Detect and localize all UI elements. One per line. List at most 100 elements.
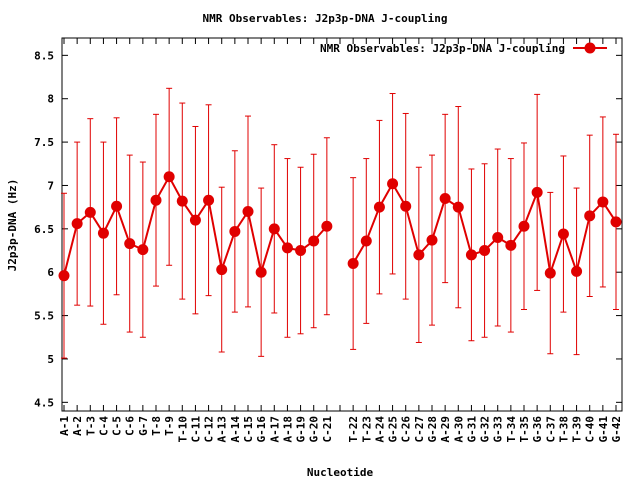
error-bars xyxy=(61,87,619,359)
x-tick-label: G-19 xyxy=(295,416,308,443)
x-tick-label: C-40 xyxy=(584,416,597,443)
x-tick-label: C-11 xyxy=(189,416,202,443)
data-point xyxy=(360,235,372,247)
data-point xyxy=(71,218,83,230)
data-point xyxy=(189,214,201,226)
y-tick-label: 5 xyxy=(47,353,54,366)
data-point xyxy=(518,220,530,232)
x-tick-label: T-3 xyxy=(84,416,97,436)
data-point xyxy=(321,220,333,232)
data-point xyxy=(557,228,569,240)
data-point xyxy=(242,205,254,217)
y-tick-label: 7.5 xyxy=(34,136,54,149)
y-tick-label: 6.5 xyxy=(34,223,54,236)
x-tick-label: G-41 xyxy=(597,416,610,443)
x-tick-label: C-5 xyxy=(111,416,124,436)
data-point xyxy=(544,267,556,279)
data-point xyxy=(268,223,280,235)
data-point xyxy=(597,196,609,208)
data-point xyxy=(452,201,464,213)
x-tick-label: A-17 xyxy=(268,416,281,443)
data-point xyxy=(229,225,241,237)
data-point xyxy=(347,258,359,270)
data-point xyxy=(84,206,96,218)
data-point xyxy=(492,232,504,244)
x-tick-label: G-7 xyxy=(137,416,150,436)
x-tick-label: C-27 xyxy=(413,416,426,443)
x-tick-label: A-29 xyxy=(439,416,452,443)
y-tick-label: 8 xyxy=(47,93,54,106)
data-point xyxy=(295,245,307,257)
data-point xyxy=(531,186,543,198)
x-tick-label: G-42 xyxy=(610,416,623,443)
legend-marker xyxy=(584,42,596,54)
x-tick-label: T-34 xyxy=(505,416,518,443)
x-tick-label: T-9 xyxy=(163,416,176,436)
data-point xyxy=(97,227,109,239)
x-tick-label: A-13 xyxy=(216,416,229,443)
x-tick-label: A-2 xyxy=(71,416,84,436)
data-point xyxy=(400,200,412,212)
x-tick-label: C-4 xyxy=(97,416,110,436)
x-tick-label: G-28 xyxy=(426,416,439,443)
data-point xyxy=(584,210,596,222)
y-axis: 4.5 5 5.5 6 6.5 7 7.5 8 8.5 xyxy=(34,49,622,409)
chart-title: NMR Observables: J2p3p-DNA J-coupling xyxy=(202,12,447,25)
x-tick-label: G-32 xyxy=(479,416,492,443)
data-point xyxy=(571,265,583,277)
x-tick-label: C-37 xyxy=(544,416,557,443)
data-point xyxy=(426,234,438,246)
x-tick-label: C-26 xyxy=(400,416,413,443)
data-point xyxy=(439,192,451,204)
data-point xyxy=(216,264,228,276)
x-tick-label: A-24 xyxy=(373,416,386,443)
data-point xyxy=(479,245,491,257)
x-tick-label: T-10 xyxy=(176,416,189,443)
data-point xyxy=(137,244,149,256)
legend: NMR Observables: J2p3p-DNA J-coupling xyxy=(320,42,607,55)
data-point xyxy=(255,266,267,278)
x-tick-label: T-39 xyxy=(571,416,584,443)
y-tick-label: 5.5 xyxy=(34,310,54,323)
data-points xyxy=(58,171,622,282)
y-tick-label: 8.5 xyxy=(34,49,54,62)
data-point xyxy=(308,235,320,247)
x-tick-label: G-33 xyxy=(492,416,505,443)
x-tick-label: G-16 xyxy=(255,416,268,443)
x-tick-label: A-30 xyxy=(452,416,465,443)
y-tick-label: 7 xyxy=(47,179,54,192)
data-point xyxy=(373,201,385,213)
x-tick-label: A-18 xyxy=(281,416,294,443)
x-tick-label: C-6 xyxy=(124,416,137,436)
data-point xyxy=(111,200,123,212)
data-point xyxy=(387,178,399,190)
data-point xyxy=(163,171,175,183)
x-tick-label: T-22 xyxy=(347,416,360,443)
legend-label: NMR Observables: J2p3p-DNA J-coupling xyxy=(320,42,565,55)
data-point xyxy=(176,195,188,207)
x-tick-label: T-23 xyxy=(360,416,373,443)
x-tick-label: T-38 xyxy=(557,416,570,443)
x-axis-label: Nucleotide xyxy=(307,466,374,479)
x-tick-label: C-12 xyxy=(203,416,216,443)
x-tick-label: C-21 xyxy=(321,416,334,443)
x-tick-label: T-35 xyxy=(518,416,531,443)
data-point xyxy=(610,216,622,228)
y-tick-label: 6 xyxy=(47,266,54,279)
data-point xyxy=(150,194,162,206)
data-point xyxy=(203,194,215,206)
x-tick-label: T-8 xyxy=(150,416,163,436)
data-point xyxy=(505,239,517,251)
x-tick-label: G-25 xyxy=(387,416,400,443)
x-tick-label: C-15 xyxy=(242,416,255,443)
x-tick-label: A-14 xyxy=(229,416,242,443)
data-point xyxy=(58,270,70,282)
x-tick-label: A-1 xyxy=(58,416,71,436)
data-point xyxy=(465,249,477,261)
x-axis: A-1 A-2 T-3 C-4 C-5 C-6 G-7 T-8 T-9 T-10 C-11 C-12 A… xyxy=(58,38,623,443)
data-point xyxy=(413,249,425,261)
data-point xyxy=(281,242,293,254)
x-tick-label: G-31 xyxy=(465,416,478,443)
